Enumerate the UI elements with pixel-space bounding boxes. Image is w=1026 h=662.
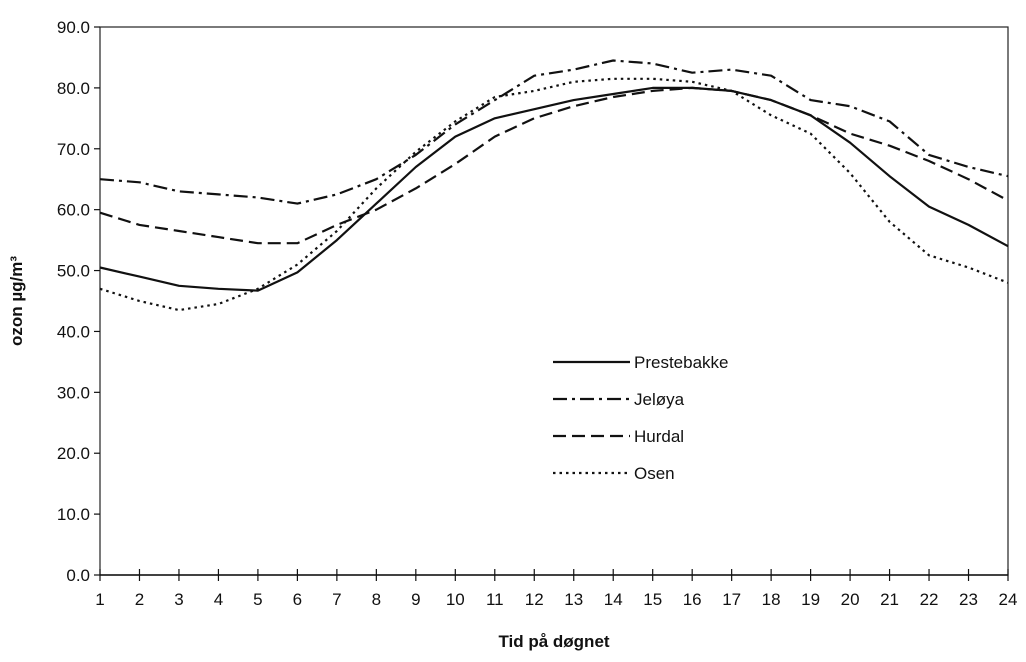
y-tick-label: 30.0 [57,383,90,402]
legend-label: Osen [634,464,675,483]
x-tick-label: 11 [486,590,504,609]
legend-label: Hurdal [634,427,684,446]
series-line-prestebakke [99,86,1009,292]
x-tick-label: 13 [564,590,583,609]
x-tick-label: 18 [762,590,781,609]
series-line-osen [99,77,1009,312]
x-tick-label: 21 [880,590,899,609]
y-tick-label: 90.0 [57,18,90,37]
x-tick-label: 3 [174,590,183,609]
x-tick-label: 10 [446,590,465,609]
x-tick-label: 9 [411,590,420,609]
x-tick-label: 8 [372,590,381,609]
x-tick-label: 24 [999,590,1018,609]
legend: Prestebakke Jeløya Hurdal Osen [553,353,729,483]
y-tick-label: 10.0 [57,505,90,524]
y-tick-label: 0.0 [66,566,90,585]
y-tick-label: 20.0 [57,444,90,463]
y-tick-label: 70.0 [57,140,90,159]
series-layer [99,59,1009,312]
series-line-jel-ya [99,59,1009,205]
x-tick-label: 1 [95,590,104,609]
y-tick-label: 50.0 [57,262,90,281]
legend-label: Jeløya [634,390,685,409]
y-tick-label: 60.0 [57,201,90,220]
x-tick-label: 2 [135,590,144,609]
x-tick-label: 5 [253,590,262,609]
y-tick-label: 80.0 [57,79,90,98]
x-tick-label: 4 [214,590,223,609]
y-tick-label: 40.0 [57,322,90,341]
plot-frame [99,26,1009,576]
x-tick-label: 19 [801,590,820,609]
series-line-hurdal [99,86,1009,245]
x-tick-label: 22 [920,590,939,609]
x-tick-label: 14 [604,590,623,609]
x-tick-label: 23 [959,590,978,609]
x-tick-label: 6 [293,590,302,609]
legend-label: Prestebakke [634,353,729,372]
axes-layer: 0.0 10.0 20.0 30.0 40.0 50.0 60.0 70.0 80.0 90.0 1… [57,18,1018,609]
x-tick-label: 7 [332,590,341,609]
x-tick-label: 12 [525,590,544,609]
y-axis-title: ozon µg/m³ [7,256,26,346]
x-tick-label: 16 [683,590,702,609]
x-tick-label: 15 [643,590,662,609]
x-tick-label: 17 [722,590,741,609]
x-axis-title: Tid på døgnet [498,632,609,651]
x-tick-label: 20 [841,590,860,609]
